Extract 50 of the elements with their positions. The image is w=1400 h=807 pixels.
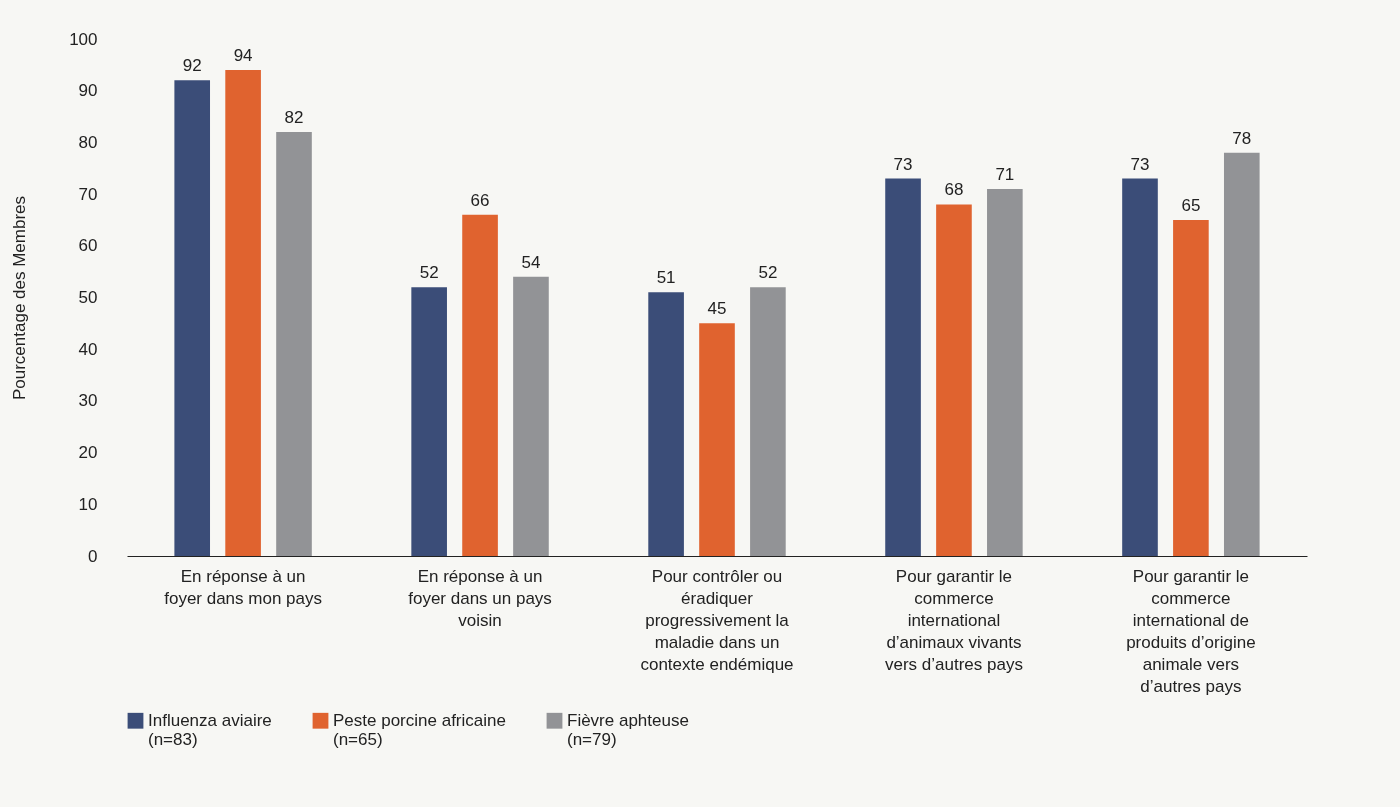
data-label: 82 [284, 108, 304, 128]
data-label: 65 [1181, 195, 1201, 215]
bar [987, 188, 1023, 556]
bar [411, 287, 447, 556]
data-label: 92 [182, 56, 202, 76]
data-label: 71 [995, 164, 1015, 184]
data-label: 54 [521, 252, 541, 272]
bar [885, 178, 921, 556]
data-label: 51 [656, 268, 676, 288]
y-tick-label: 80 [78, 132, 98, 152]
x-tick-label: Pour garantir le commerce international de produits d’origine animale vers d’autres pays [1126, 566, 1256, 696]
x-tick-label: Pour contrôler ou éradiquer progressivement la maladie dans un contexte endémique [640, 566, 794, 674]
y-tick-label: 0 [88, 546, 98, 566]
data-label: 73 [1130, 154, 1150, 174]
data-label: 68 [944, 180, 964, 200]
y-tick-label: 40 [78, 339, 98, 359]
y-tick-label: 50 [78, 288, 98, 307]
data-label: 66 [470, 190, 490, 210]
y-tick-label: 30 [78, 391, 98, 411]
y-tick-label: 100 [69, 29, 98, 49]
bar [225, 70, 261, 556]
legend-label: Fièvre aphteuse (n=79) [567, 710, 689, 749]
x-tick-label: En réponse à un foyer dans un pays voisin [408, 566, 552, 630]
bar [699, 323, 735, 556]
bar [513, 276, 549, 556]
bar [1122, 178, 1158, 556]
data-label: 52 [419, 263, 439, 283]
data-label: 52 [758, 263, 778, 283]
data-label: 45 [707, 299, 727, 319]
y-tick-label: 60 [78, 236, 98, 256]
x-tick-label: Pour garantir le commerce international d’animaux vivants vers d’autres pays [884, 566, 1023, 674]
bar [462, 214, 498, 556]
bar [750, 287, 786, 556]
data-label: 94 [233, 46, 253, 66]
data-label: 73 [893, 154, 913, 174]
y-tick-label: 70 [78, 184, 98, 204]
x-tick-label: En réponse à un foyer dans mon pays [164, 566, 323, 608]
bar [174, 80, 211, 556]
y-tick-label: 20 [78, 443, 98, 463]
y-tick-label: 90 [78, 81, 98, 101]
y-axis-title: Pourcentage des Membres [10, 195, 30, 401]
bar [276, 132, 312, 556]
legend-label: Influenza aviaire (n=83) [148, 710, 272, 749]
bar [1173, 219, 1209, 556]
legend-label: Peste porcine africaine (n=65) [333, 710, 506, 749]
bar [1223, 152, 1260, 556]
bar [648, 292, 684, 556]
data-label: 78 [1232, 128, 1252, 148]
bar [936, 204, 972, 556]
y-tick-label: 10 [78, 494, 98, 514]
